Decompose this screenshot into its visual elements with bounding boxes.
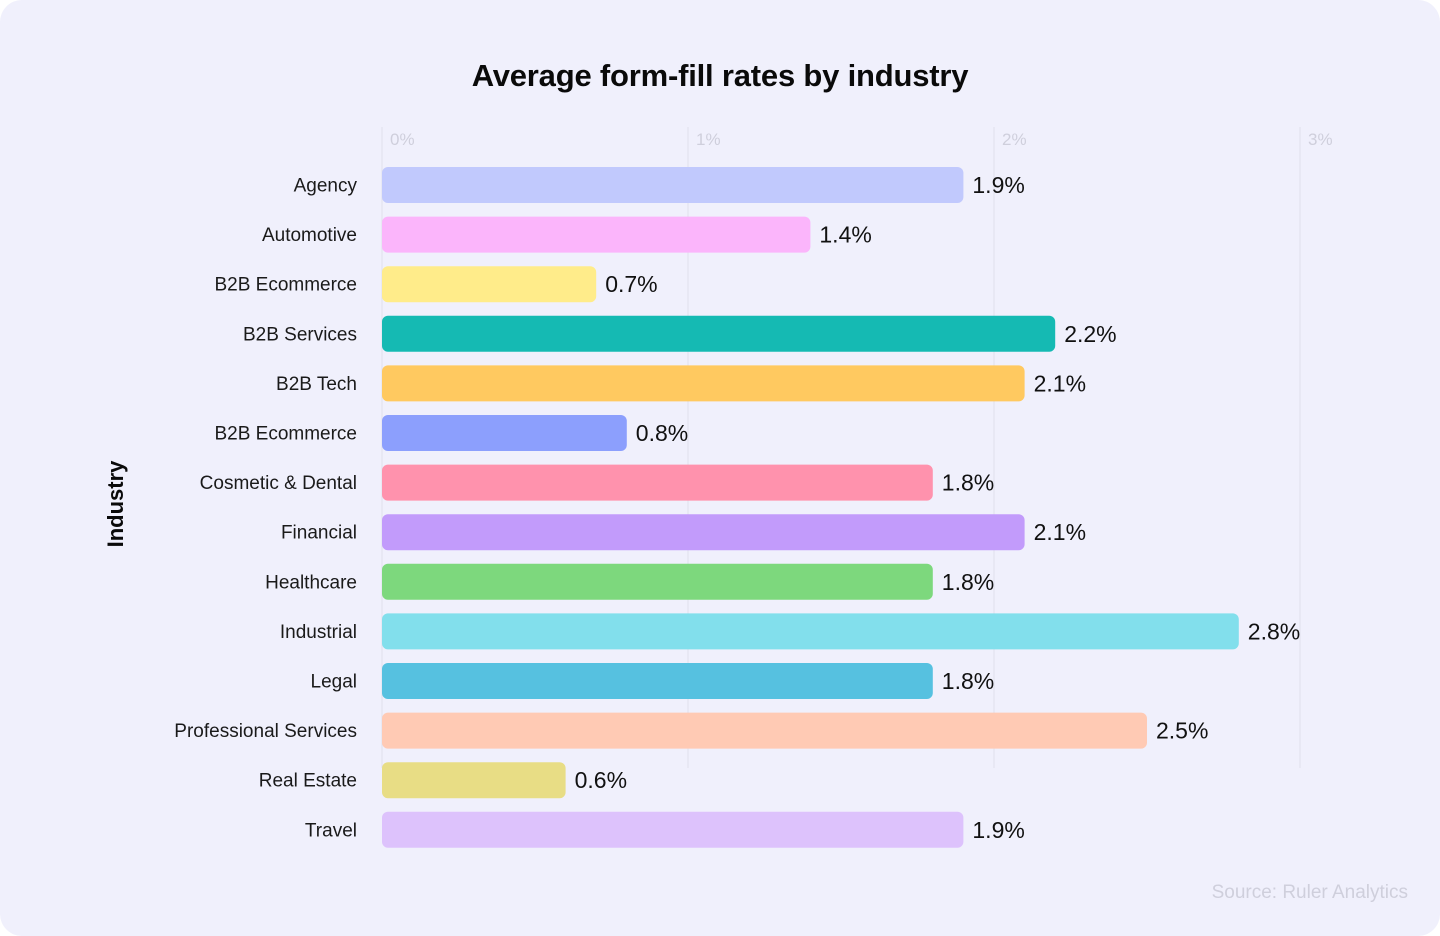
bar [382,563,933,600]
bar [382,663,933,699]
bar [382,514,1025,551]
category-label: B2B Ecommerce [214,424,357,445]
value-label: 0.8% [636,420,688,446]
x-tick-label: 3% [1308,130,1333,149]
x-tick-label: 2% [1002,130,1027,149]
value-label: 2.8% [1248,618,1300,644]
bar [382,712,1147,749]
category-label: Industrial [280,622,357,643]
value-labels: 1.9% 1.4% 0.7% 2.2% 2.1% 0.8% 1.8% 2.1% 1.8% 2.8%… [575,172,1301,843]
value-label: 0.6% [575,767,627,793]
bar [382,167,964,203]
bar [382,415,627,451]
category-label: Professional Services [174,721,357,742]
value-label: 1.8% [942,470,994,496]
value-label: 1.8% [942,668,994,694]
chart-title: Average form-fill rates by industry [471,58,969,93]
category-label: Travel [305,820,357,841]
value-label: 1.9% [972,172,1024,198]
x-tick-label: 0% [390,130,415,149]
category-label: B2B Ecommerce [214,275,357,296]
value-label: 1.8% [942,569,994,595]
category-label: Financial [281,523,357,544]
value-label: 2.2% [1064,321,1116,347]
bar [382,613,1239,650]
category-label: B2B Services [243,324,357,345]
category-label: Real Estate [259,771,357,792]
category-label: Legal [311,672,358,693]
bar [382,811,964,848]
x-tick-label: 1% [696,130,721,149]
bar [382,762,566,799]
bar [382,216,811,253]
bar [382,464,933,501]
x-tick-labels: 0% 1% 2% 3% [390,130,1333,149]
category-label: Automotive [262,225,357,246]
category-label: Cosmetic & Dental [200,473,357,494]
category-label: Agency [294,176,358,197]
category-label: B2B Tech [276,374,357,395]
value-label: 1.4% [819,222,871,248]
source-note: Source: Ruler Analytics [1211,882,1408,903]
value-label: 2.1% [1034,519,1086,545]
value-label: 2.5% [1156,718,1208,744]
bars [382,167,1239,848]
bar [382,315,1056,352]
bar [382,266,597,303]
bar [382,365,1025,402]
value-label: 2.1% [1034,370,1086,396]
category-label: Healthcare [265,572,357,593]
category-labels: Agency Automotive B2B Ecommerce B2B Service… [174,176,357,842]
value-label: 1.9% [972,817,1024,843]
value-label: 0.7% [605,271,657,297]
